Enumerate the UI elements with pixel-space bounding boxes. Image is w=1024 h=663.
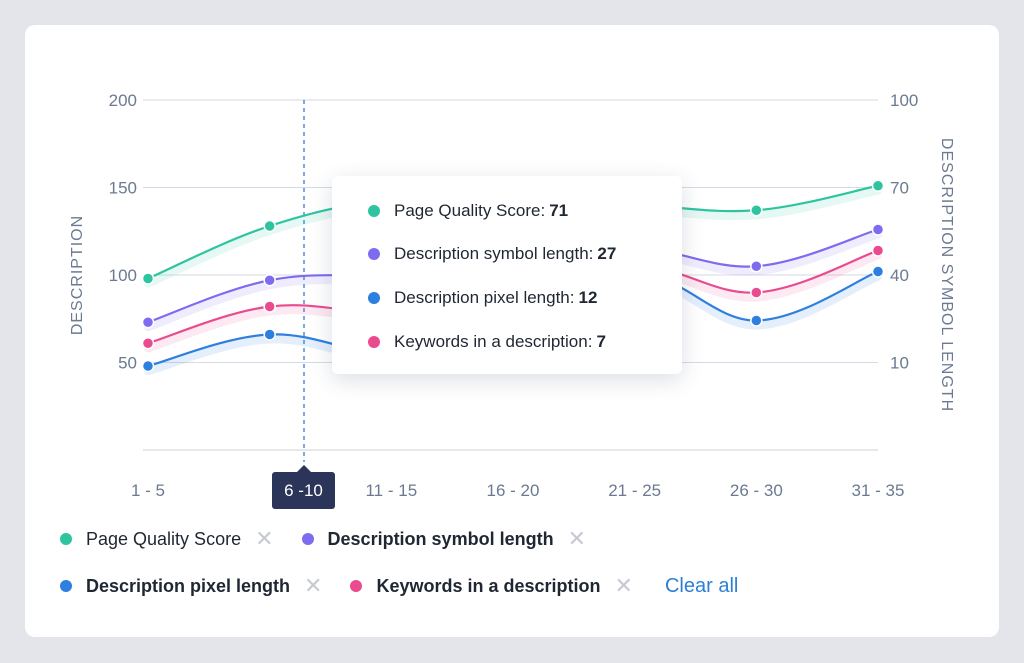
data-point-page-quality-score xyxy=(871,179,885,192)
right-axis-title: DESCRIPTION SYMBOL LENGTH xyxy=(938,138,955,412)
remove-series-close-icon[interactable]: ✕ xyxy=(304,573,323,598)
x-tick-label: 11 - 15 xyxy=(365,481,417,500)
legend-label: Description pixel length xyxy=(86,575,291,596)
data-point-description-pixel-length xyxy=(141,359,155,373)
tooltip-value: 7 xyxy=(596,332,606,351)
legend-dot-pixel-length xyxy=(60,580,72,592)
right-tick-label: 40 xyxy=(890,266,909,285)
data-point-keywords-in-a-description xyxy=(750,286,763,299)
data-point-page-quality-score xyxy=(263,219,276,233)
tooltip-dot-page-quality xyxy=(368,205,380,217)
x-tick-label: 31 - 35 xyxy=(852,481,905,500)
x-tick-label: 26 - 30 xyxy=(730,481,783,500)
left-tick-label: 50 xyxy=(118,354,137,373)
tooltip-label: Keywords in a description: xyxy=(394,332,593,351)
clear-all-link[interactable]: Clear all xyxy=(664,574,739,597)
tooltip-value: 27 xyxy=(597,244,617,263)
left-axis-title: DESCRIPTION xyxy=(69,215,86,335)
data-point-keywords-in-a-description xyxy=(871,244,885,257)
data-point-description-pixel-length xyxy=(750,314,763,327)
legend-row-2: Description pixel length ✕ Keywords in a… xyxy=(60,571,738,601)
data-point-description-pixel-length xyxy=(871,265,885,278)
tooltip-label: Page Quality Score: xyxy=(394,201,546,220)
tooltip-row-symbol-length: Description symbol length: 27 xyxy=(368,240,616,268)
tooltip-dot-pixel-length xyxy=(368,292,380,304)
left-tick-label: 100 xyxy=(109,266,137,285)
tooltip-value: 12 xyxy=(578,288,598,307)
right-tick-label: 10 xyxy=(890,354,909,373)
tooltip-label: Description pixel length: xyxy=(394,288,575,307)
legend-item-page-quality[interactable]: Page Quality Score ✕ xyxy=(60,528,274,550)
tooltip-row-keywords: Keywords in a description: 7 xyxy=(368,328,606,356)
remove-series-close-icon[interactable]: ✕ xyxy=(255,526,274,551)
data-point-description-symbol-length xyxy=(750,260,763,273)
legend-label: Keywords in a description xyxy=(376,575,601,596)
right-tick-label: 70 xyxy=(890,179,909,198)
remove-series-close-icon[interactable]: ✕ xyxy=(567,526,586,551)
tooltip-row-pixel-length: Description pixel length: 12 xyxy=(368,284,597,312)
highlighted-category-label: 6 -10 xyxy=(284,480,323,500)
data-point-description-symbol-length xyxy=(871,223,885,236)
tooltip-row-page-quality: Page Quality Score: 71 xyxy=(368,197,568,225)
legend-dot-keywords xyxy=(350,580,363,592)
data-point-description-symbol-length xyxy=(141,316,155,329)
left-tick-label: 150 xyxy=(109,179,137,198)
data-point-page-quality-score xyxy=(141,272,155,285)
x-tick-label: 21 - 25 xyxy=(608,481,661,500)
remove-series-close-icon[interactable]: ✕ xyxy=(614,573,633,598)
left-tick-label: 200 xyxy=(109,91,137,110)
legend-dot-symbol-length xyxy=(301,533,314,545)
legend-item-pixel-length[interactable]: Description pixel length ✕ xyxy=(60,575,322,597)
tooltip-label: Description symbol length: xyxy=(394,244,594,263)
data-point-description-pixel-length xyxy=(263,328,276,341)
data-point-keywords-in-a-description xyxy=(141,337,155,350)
legend-label: Page Quality Score xyxy=(86,528,242,549)
legend-item-keywords[interactable]: Keywords in a description ✕ xyxy=(350,575,633,597)
right-tick-label: 100 xyxy=(890,91,918,110)
tooltip-dot-keywords xyxy=(368,336,380,348)
data-point-keywords-in-a-description xyxy=(263,300,276,313)
x-tick-label: 1 - 5 xyxy=(131,481,165,500)
highlighted-category-tag: 6 -10 xyxy=(272,465,335,509)
legend-label: Description symbol length xyxy=(327,528,554,549)
x-tick-label: 16 - 20 xyxy=(487,481,540,500)
data-point-description-symbol-length xyxy=(263,274,276,287)
tooltip-value: 71 xyxy=(549,201,569,220)
legend-dot-page-quality xyxy=(60,533,72,545)
chart-tooltip: Page Quality Score: 71 Description symbo… xyxy=(332,176,682,374)
legend-row-1: Page Quality Score ✕ Description symbol … xyxy=(60,524,614,554)
data-point-page-quality-score xyxy=(750,204,763,217)
legend-item-symbol-length[interactable]: Description symbol length ✕ xyxy=(301,526,586,551)
tooltip-dot-symbol-length xyxy=(368,248,380,260)
